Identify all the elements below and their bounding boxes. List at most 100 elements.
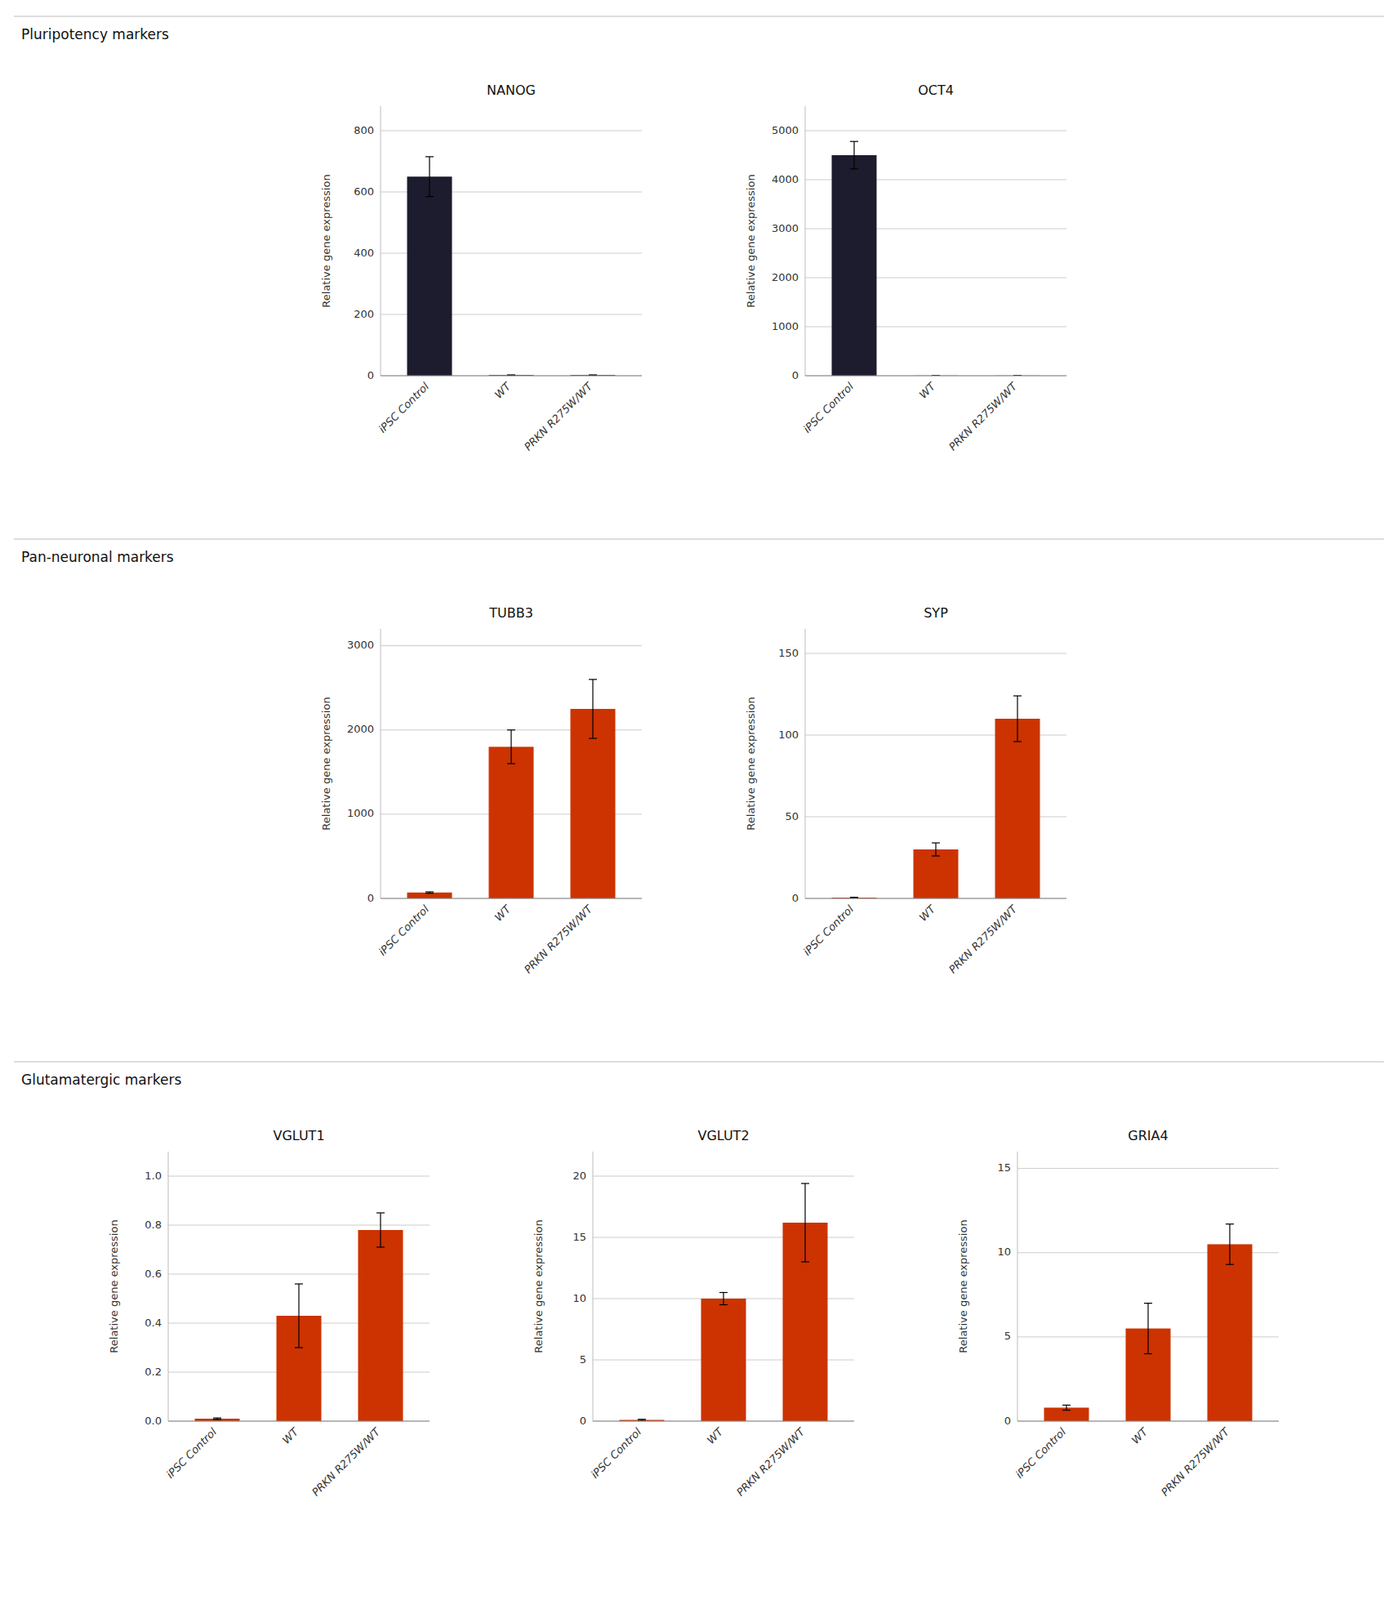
- error-cap: [425, 155, 434, 157]
- x-tick-label: PRKN R275W/WT: [1158, 1424, 1233, 1499]
- error-cap: [588, 678, 597, 680]
- error-bar: [213, 1417, 222, 1420]
- figure: Pluripotency markersPan-neuronal markers…: [0, 0, 1398, 1600]
- y-tick-label: 0.6: [144, 1267, 162, 1280]
- error-stem: [934, 842, 936, 856]
- y-tick-label: 0: [367, 369, 374, 382]
- x-tick-label: WT: [917, 902, 939, 924]
- x-tick-label: iPSC Control: [801, 902, 857, 958]
- y-tick-label: 0: [579, 1414, 587, 1427]
- x-tick-label: iPSC Control: [376, 902, 432, 958]
- error-cap: [507, 729, 516, 731]
- grid-line: [805, 653, 1067, 655]
- x-axis-line: [1017, 1420, 1279, 1422]
- chart-title: SYP: [923, 605, 949, 621]
- x-tick-label: iPSC Control: [164, 1424, 220, 1481]
- y-tick-label: 0.0: [144, 1414, 162, 1427]
- error-stem: [428, 156, 430, 197]
- error-cap: [931, 841, 940, 843]
- error-cap: [801, 1182, 810, 1184]
- error-cap: [719, 1304, 728, 1305]
- section-line: [13, 16, 1385, 18]
- grid-line: [168, 1420, 430, 1422]
- error-cap: [1225, 1264, 1234, 1265]
- x-tick-label: iPSC Control: [376, 379, 432, 436]
- y-axis-line: [1017, 1151, 1019, 1421]
- y-tick-label: 800: [353, 124, 374, 137]
- error-cap: [588, 373, 597, 375]
- error-cap: [637, 1418, 646, 1420]
- y-axis-line: [805, 628, 806, 899]
- error-bar: [588, 679, 597, 739]
- error-bar: [376, 1212, 385, 1247]
- chart: 05101520iPSC ControlWTPRKN R275W/WTVGLUT…: [532, 1127, 855, 1499]
- grid-line: [805, 898, 1067, 900]
- error-stem: [1147, 1303, 1149, 1354]
- grid-line: [380, 130, 642, 132]
- error-stem: [298, 1283, 299, 1348]
- y-tick-label: 0.2: [144, 1365, 162, 1378]
- error-bar: [931, 842, 940, 856]
- bar: [1207, 1243, 1253, 1421]
- error-bar: [425, 891, 434, 894]
- error-stem: [592, 679, 593, 739]
- y-axis-label: Relative gene expression: [744, 173, 757, 308]
- grid-line: [380, 645, 642, 646]
- y-tick-label: 20: [572, 1169, 587, 1182]
- error-cap: [931, 854, 940, 856]
- y-axis-line: [805, 106, 806, 376]
- error-stem: [1228, 1224, 1230, 1265]
- marks: [407, 156, 616, 376]
- y-tick-label: 200: [353, 307, 374, 321]
- x-axis-line: [805, 898, 1067, 900]
- chart: 0200400600800iPSC ControlWTPRKN R275W/WT…: [320, 82, 642, 454]
- x-tick-label: PRKN R275W/WT: [946, 379, 1020, 454]
- chart: 0100020003000iPSC ControlWTPRKN R275W/WT…: [320, 605, 642, 976]
- y-tick-label: 1.0: [144, 1169, 162, 1182]
- y-axis-label: Relative gene expression: [744, 696, 757, 830]
- y-tick-label: 15: [572, 1230, 587, 1243]
- grid-line: [592, 1175, 855, 1177]
- y-tick-label: 100: [778, 728, 799, 741]
- y-tick-label: 150: [778, 646, 799, 659]
- marks: [195, 1212, 404, 1421]
- x-axis-line: [592, 1420, 855, 1422]
- x-tick-label: iPSC Control: [588, 1424, 645, 1481]
- error-cap: [213, 1416, 222, 1418]
- chart: 051015iPSC ControlWTPRKN R275W/WTGRIA4Re…: [957, 1127, 1279, 1499]
- chart-title: VGLUT2: [697, 1127, 749, 1144]
- x-tick-label: WT: [704, 1424, 726, 1447]
- error-stem: [1016, 695, 1018, 742]
- y-tick-label: 5: [579, 1353, 587, 1366]
- error-bar: [507, 730, 516, 764]
- y-axis-label: Relative gene expression: [957, 1219, 970, 1353]
- error-bar: [1062, 1404, 1071, 1410]
- section-label: Glutamatergic markers: [21, 1071, 182, 1088]
- y-axis-label: Relative gene expression: [320, 173, 333, 308]
- error-bar: [850, 141, 859, 170]
- bar: [358, 1229, 404, 1421]
- chart-title: VGLUT1: [272, 1127, 325, 1144]
- y-tick-label: 0.8: [144, 1218, 162, 1231]
- bar: [407, 892, 453, 899]
- section-line: [13, 1061, 1385, 1063]
- grid-line: [805, 130, 1067, 132]
- chart-title: GRIA4: [1127, 1127, 1168, 1144]
- x-axis-line: [805, 375, 1067, 377]
- background: [0, 0, 1398, 1600]
- bar: [913, 849, 959, 899]
- y-tick-label: 4000: [771, 173, 799, 186]
- x-axis-line: [168, 1420, 430, 1422]
- y-axis-line: [168, 1151, 170, 1421]
- error-cap: [376, 1246, 385, 1247]
- bar: [407, 176, 453, 376]
- marks: [832, 695, 1041, 899]
- error-cap: [719, 1291, 728, 1293]
- y-tick-label: 0: [792, 891, 799, 904]
- y-tick-label: 5: [1004, 1329, 1011, 1342]
- x-tick-label: WT: [492, 902, 514, 924]
- y-tick-label: 3000: [347, 638, 374, 651]
- section-label: Pluripotency markers: [21, 26, 170, 43]
- error-bar: [719, 1292, 728, 1305]
- x-tick-label: iPSC Control: [1013, 1424, 1069, 1481]
